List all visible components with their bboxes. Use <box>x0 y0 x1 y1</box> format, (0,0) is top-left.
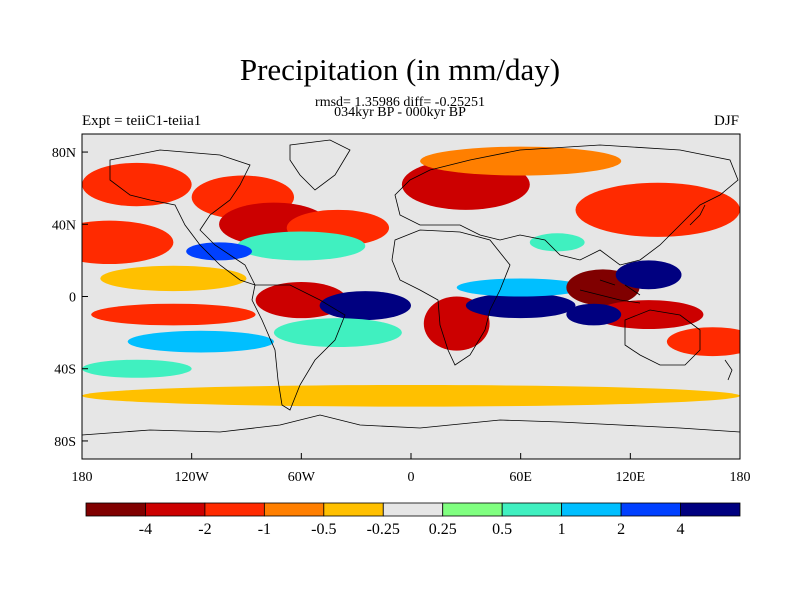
colorbar-label: -0.25 <box>367 521 400 538</box>
anomaly-region <box>615 260 682 290</box>
y-tick-label: 0 <box>69 291 76 306</box>
period-line: 034kyr BP - 000kyr BP <box>334 105 466 120</box>
y-tick-label: 80S <box>54 435 76 450</box>
colorbar-box <box>85 502 146 517</box>
anomaly-region <box>420 146 622 176</box>
anomaly-region <box>566 303 622 326</box>
stats-line: rmsd= 1.35986 diff= -0.25251 <box>315 95 485 110</box>
colorbar-label: 0.25 <box>429 521 457 538</box>
colorbar-label: 4 <box>677 521 685 538</box>
map-axes: 180 120W 60W 0 60E 120E 180 80N 40N 0 40S 80S <box>52 146 751 485</box>
anomaly-region <box>100 265 247 292</box>
x-tick-label: 0 <box>408 470 415 485</box>
colorbar: -4 -2 -1 -0.5 -0.25 0.25 0.5 1 2 4 <box>85 502 741 538</box>
colorbar-box <box>382 502 444 517</box>
season-label: DJF <box>713 113 739 129</box>
anomaly-region <box>82 359 192 378</box>
colorbar-label: 2 <box>617 521 625 538</box>
anomaly-region <box>319 291 411 320</box>
y-tick-label: 40N <box>52 218 76 233</box>
colorbar-label: 0.5 <box>492 521 512 538</box>
colorbar-box <box>680 502 741 517</box>
anomaly-region <box>82 162 192 207</box>
anomaly-region <box>456 278 585 297</box>
anomaly-region <box>91 303 256 326</box>
y-tick-label: 40S <box>54 363 76 378</box>
anomaly-region <box>82 384 740 407</box>
y-tick-label: 80N <box>52 146 76 161</box>
x-tick-label: 60W <box>288 470 316 485</box>
anomaly-region <box>575 182 740 237</box>
colorbar-label: -0.5 <box>311 521 336 538</box>
anomaly-region <box>82 220 174 264</box>
coastlines <box>82 139 740 436</box>
anomaly-region <box>127 330 274 353</box>
x-tick-label: 180 <box>730 470 751 485</box>
x-tick-label: 120E <box>616 470 646 485</box>
colorbar-box <box>442 502 503 517</box>
colorbar-box <box>263 502 325 517</box>
colorbar-label: -1 <box>258 521 271 538</box>
anomaly-region <box>237 231 366 261</box>
anomaly-region <box>666 327 740 357</box>
x-tick-label: 60E <box>509 470 532 485</box>
x-tick-label: 120W <box>175 470 210 485</box>
colorbar-label: 1 <box>558 521 566 538</box>
experiment-label: Expt = teiiC1-teiia1 <box>82 113 202 129</box>
anomaly-region <box>593 300 704 329</box>
colorbar-box <box>145 502 206 517</box>
colorbar-box <box>323 502 384 517</box>
colorbar-label: -4 <box>139 521 152 538</box>
x-tick-label: 180 <box>72 470 93 485</box>
colorbar-box <box>561 502 622 517</box>
anomaly-region <box>465 292 576 319</box>
colorbar-box <box>501 502 563 517</box>
anomaly-region <box>186 242 252 261</box>
colorbar-box <box>204 502 265 517</box>
colorbar-label: -2 <box>198 521 211 538</box>
anomaly-region <box>529 233 585 252</box>
colorbar-box <box>620 502 681 517</box>
map-title: Precipitation (in mm/day) <box>239 52 561 87</box>
